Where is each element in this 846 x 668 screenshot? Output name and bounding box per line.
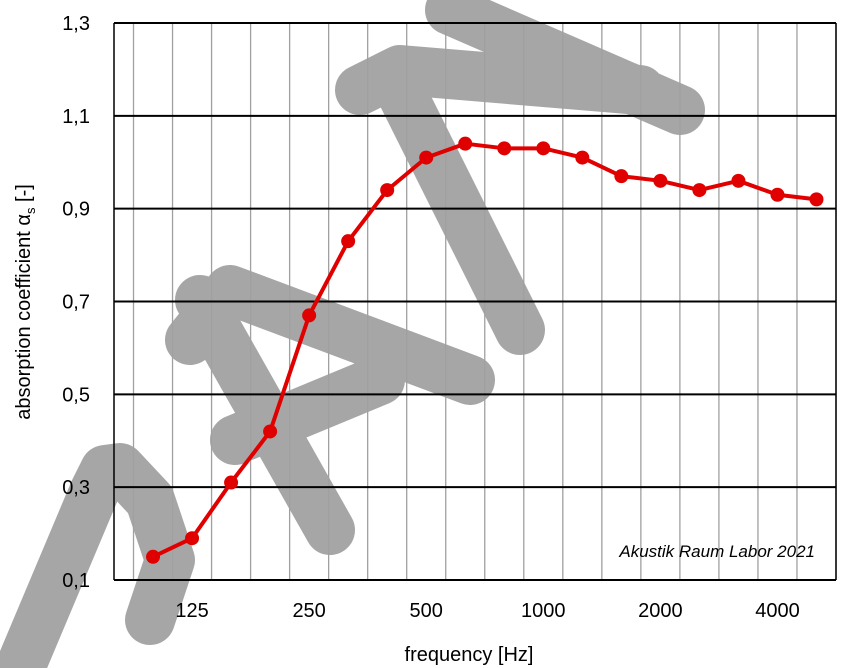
watermark-stroke	[210, 355, 405, 465]
y-tick-label: 1,3	[62, 13, 90, 35]
plot-area	[146, 136, 824, 564]
data-point	[146, 549, 161, 564]
data-point	[224, 475, 239, 490]
data-point	[575, 150, 590, 165]
data-point	[341, 234, 356, 249]
x-tick-label: 500	[410, 600, 443, 622]
data-point	[185, 531, 200, 546]
y-axis-label-main: absorption coefficient α	[13, 214, 35, 420]
data-point	[809, 192, 824, 207]
y-tick-label: 0,3	[62, 477, 90, 499]
data-point	[497, 141, 512, 156]
data-point	[536, 141, 551, 156]
x-tick-label: 4000	[755, 600, 800, 622]
x-tick-labels: 125 250 500 1000 2000 4000	[175, 600, 799, 622]
data-point	[263, 424, 278, 439]
watermark-stroke	[0, 443, 195, 668]
y-tick-label: 1,1	[62, 106, 90, 128]
data-point	[692, 183, 707, 198]
lab-annotation: Akustik Raum Labor 2021	[618, 542, 815, 561]
x-tick-label: 125	[175, 600, 208, 622]
y-tick-labels: 0,1 0,3 0,5 0,7 0,9 1,1 1,3	[62, 13, 90, 592]
y-axis-label-sub: s	[23, 207, 38, 214]
y-tick-label: 0,5	[62, 384, 90, 406]
watermark-stroke	[370, 55, 545, 355]
y-axis-label: absorption coefficient αs [-]	[13, 184, 38, 420]
draft-watermark	[0, 0, 705, 668]
data-point	[653, 173, 668, 188]
data-point	[380, 183, 395, 198]
y-axis-label-suffix: [-]	[13, 184, 35, 207]
data-point	[614, 169, 629, 184]
y-tick-label: 0,9	[62, 199, 90, 221]
data-point	[458, 136, 473, 151]
data-point	[770, 187, 785, 202]
x-tick-label: 2000	[638, 600, 683, 622]
data-point	[419, 150, 434, 165]
watermark-stroke	[425, 0, 705, 135]
grid-lines	[113, 22, 837, 581]
y-tick-label: 0,7	[62, 292, 90, 314]
data-point	[302, 308, 317, 323]
data-point	[731, 173, 746, 188]
x-tick-label: 1000	[521, 600, 566, 622]
x-tick-label: 250	[292, 600, 325, 622]
x-axis-label: frequency [Hz]	[405, 644, 534, 666]
y-tick-label: 0,1	[62, 570, 90, 592]
